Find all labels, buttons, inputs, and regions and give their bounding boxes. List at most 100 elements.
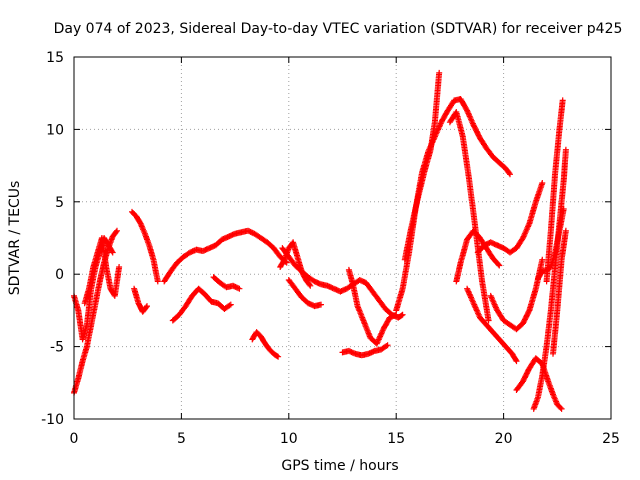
data-point	[305, 274, 317, 284]
data-point	[114, 227, 120, 234]
y-tick-label: -10	[41, 412, 64, 428]
data-point	[513, 236, 526, 252]
data-point	[507, 171, 513, 178]
data-point	[384, 342, 391, 349]
data-point	[176, 304, 188, 318]
series-arc-o	[393, 96, 513, 314]
data-point	[270, 245, 283, 259]
data-point	[81, 287, 92, 307]
series-arc-e	[131, 285, 150, 315]
data-point	[75, 359, 86, 382]
data-point	[479, 278, 492, 322]
data-point	[105, 242, 115, 255]
y-tick-label: -5	[50, 340, 64, 356]
data-point	[483, 245, 496, 260]
data-point	[513, 379, 525, 393]
data-point	[395, 312, 405, 321]
data-point	[86, 265, 96, 292]
data-point	[129, 208, 139, 219]
data-point	[345, 266, 356, 288]
data-point	[552, 128, 563, 176]
data-point	[477, 135, 489, 150]
data-point	[414, 171, 427, 202]
series-arc-r	[453, 227, 503, 285]
data-point	[556, 99, 566, 133]
y-tick-label: 15	[46, 50, 64, 66]
data-point	[560, 206, 567, 212]
data-point	[483, 145, 495, 159]
data-point	[279, 245, 291, 259]
data-point	[139, 304, 150, 315]
data-point	[474, 243, 487, 256]
data-point	[556, 207, 567, 234]
data-point	[560, 148, 569, 184]
chart-title: Day 074 of 2023, Sidereal Day-to-day VTE…	[54, 21, 623, 37]
data-point	[285, 253, 298, 268]
series-arc-g	[169, 285, 234, 324]
data-point	[547, 265, 558, 314]
data-point	[167, 260, 180, 275]
data-point	[262, 340, 272, 352]
data-point	[154, 278, 161, 285]
data-point	[500, 317, 512, 327]
data-point	[210, 274, 222, 285]
grid-lines	[74, 57, 611, 419]
series-arc-h	[210, 274, 243, 292]
data-point	[79, 345, 90, 365]
data-point	[257, 333, 268, 346]
data-point	[485, 317, 492, 324]
data-point	[275, 353, 282, 360]
data-point	[180, 250, 192, 260]
data-point	[399, 311, 406, 318]
data-point	[483, 321, 495, 335]
data-point	[550, 309, 561, 357]
data-point	[227, 301, 234, 308]
data-point	[236, 285, 243, 292]
data-point	[470, 227, 483, 240]
series-arc-n	[345, 266, 400, 347]
series-arc-c	[81, 235, 123, 307]
data-point	[401, 226, 414, 263]
data-point	[489, 153, 502, 165]
data-point	[109, 228, 120, 240]
data-point	[318, 301, 324, 308]
data-point	[195, 285, 207, 297]
data-point	[266, 346, 276, 356]
data-point	[169, 312, 182, 324]
data-point	[513, 321, 525, 333]
data-point	[161, 269, 173, 285]
series-arc-z	[550, 227, 569, 357]
data-point	[83, 323, 94, 350]
data-point	[298, 294, 311, 306]
series-arc-p	[401, 69, 443, 263]
data-point	[558, 405, 565, 412]
data-point	[470, 122, 483, 140]
data-point	[277, 257, 287, 270]
data-point	[71, 376, 81, 396]
data-point	[453, 261, 464, 285]
data-point	[88, 301, 99, 328]
data-point	[202, 291, 214, 304]
data-point	[554, 258, 565, 314]
data-point	[98, 235, 109, 269]
data-point	[489, 329, 502, 342]
data-point	[251, 230, 263, 241]
data-point	[182, 294, 195, 310]
data-point	[543, 264, 553, 273]
data-point	[90, 250, 101, 270]
data-point	[373, 327, 386, 347]
data-point	[292, 262, 304, 274]
data-point	[436, 69, 443, 76]
data-point	[378, 343, 390, 353]
data-point	[519, 222, 532, 241]
data-point	[489, 255, 502, 268]
data-point	[79, 323, 90, 343]
data-point	[494, 307, 506, 323]
x-axis-label: GPS time / hours	[281, 458, 398, 474]
data-point	[363, 279, 375, 294]
series-arc-l	[285, 277, 324, 310]
data-point	[354, 303, 367, 324]
data-point	[361, 319, 373, 340]
tick-labels: 0 5 10 15 20 25 -10 -5 0 5 10 15	[41, 50, 620, 447]
